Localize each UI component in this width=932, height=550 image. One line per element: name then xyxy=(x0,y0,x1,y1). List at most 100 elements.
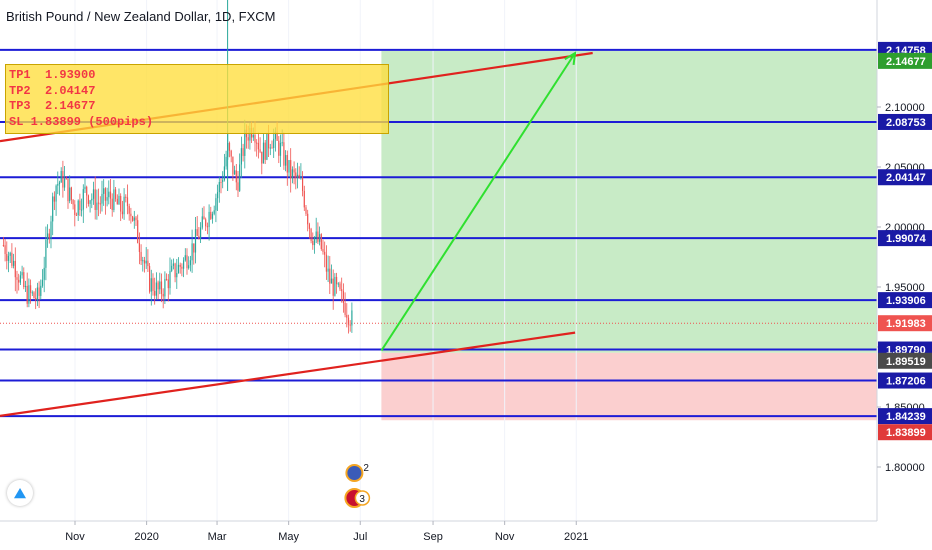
candle-body xyxy=(334,276,336,296)
candle-body xyxy=(16,277,18,280)
stop-loss-zone[interactable] xyxy=(381,352,877,421)
candle-body xyxy=(203,216,205,220)
candle-body xyxy=(310,228,312,241)
tradingview-logo-icon[interactable]: ⛰ xyxy=(7,480,33,506)
candle-body xyxy=(70,187,72,200)
candle-body xyxy=(113,189,115,211)
candle-body xyxy=(145,260,147,264)
candle-body xyxy=(150,278,152,292)
candle-body xyxy=(19,275,21,283)
candle-body xyxy=(23,272,25,288)
target-arrow-head xyxy=(564,51,577,66)
target-arrow[interactable] xyxy=(380,52,576,352)
candle-body xyxy=(41,279,44,286)
candle-body xyxy=(143,260,146,264)
candle-body xyxy=(284,155,287,166)
candle-body xyxy=(281,142,283,144)
candle-body xyxy=(125,196,127,198)
candle-body xyxy=(233,170,236,175)
price-label-blue: 1.87206 xyxy=(886,376,926,388)
candle-body xyxy=(140,251,142,262)
candle-body xyxy=(239,164,241,191)
candle-body xyxy=(198,235,200,239)
candle-body xyxy=(186,255,188,269)
candle-body xyxy=(138,242,140,252)
candle-body xyxy=(242,148,244,156)
price-label-bg xyxy=(878,113,932,130)
annotation-line-sl: SL 1.83899 (500pips) xyxy=(9,114,154,129)
candle-body xyxy=(225,156,227,167)
candle-body xyxy=(91,198,93,201)
event-marker-count: 3 xyxy=(359,494,365,505)
trendline-lower[interactable] xyxy=(0,331,576,417)
earnings-marker-icon[interactable] xyxy=(345,464,364,482)
earnings-marker-count: 2 xyxy=(363,463,369,474)
candle-body xyxy=(67,178,69,202)
candle-body xyxy=(74,204,76,215)
candle-body xyxy=(222,180,224,183)
candle-body xyxy=(11,252,13,266)
candle-body xyxy=(240,148,242,165)
candle-body xyxy=(279,142,282,156)
profit-zone[interactable] xyxy=(381,50,877,353)
candle-body xyxy=(75,214,78,216)
candle-body xyxy=(4,245,6,255)
candle-body xyxy=(237,182,239,191)
candle-body xyxy=(320,234,322,250)
candle-body xyxy=(60,171,62,183)
candle-body xyxy=(346,314,348,318)
candle-body xyxy=(104,188,106,201)
candle-body xyxy=(223,166,225,181)
candle-body xyxy=(317,231,319,242)
candle-body xyxy=(216,192,219,199)
candle-body xyxy=(286,155,288,173)
candle-body xyxy=(220,182,222,184)
candle-body xyxy=(249,128,251,141)
price-label-bg xyxy=(878,315,932,332)
candle-body xyxy=(318,234,321,242)
candle-body xyxy=(211,213,214,219)
candle-body xyxy=(199,227,202,239)
candle-body xyxy=(103,188,105,194)
candle-body xyxy=(179,264,181,267)
candle-body xyxy=(167,279,169,289)
candle-body xyxy=(120,195,122,212)
candle-body xyxy=(206,226,208,228)
candle-body xyxy=(339,283,341,290)
price-label-bg xyxy=(878,408,932,425)
candle-body xyxy=(288,160,290,173)
candle-body xyxy=(152,278,154,291)
candle-body xyxy=(191,243,193,261)
price-label-blue: 1.93906 xyxy=(886,295,926,307)
candle-body xyxy=(247,137,249,141)
candle-body xyxy=(335,276,338,285)
candle-body xyxy=(171,265,173,271)
candle-body xyxy=(230,150,232,157)
candle-body xyxy=(278,140,280,156)
price-label-blue: 2.08753 xyxy=(886,117,926,129)
candle-body xyxy=(157,282,159,290)
candle-body xyxy=(218,182,220,193)
candle-body xyxy=(36,287,38,300)
targets-annotation-box[interactable]: TP1 1.93900 TP2 2.04147 TP3 2.14677 SL 1… xyxy=(5,64,389,134)
candle-body xyxy=(14,260,16,278)
candle-body xyxy=(276,131,278,141)
candle-body xyxy=(58,182,61,185)
candle-body xyxy=(50,221,52,239)
candle-body xyxy=(96,202,98,210)
candle-body xyxy=(261,151,263,164)
candle-body xyxy=(301,177,304,191)
candle-body xyxy=(298,174,300,179)
candle-body xyxy=(266,132,268,160)
candle-body xyxy=(87,195,89,204)
candle-body xyxy=(169,270,171,289)
candle-body xyxy=(48,233,50,239)
candle-body xyxy=(45,239,47,268)
candle-body xyxy=(213,210,215,214)
candle-body xyxy=(293,169,295,173)
x-axis-tick-label: Jul xyxy=(353,531,367,543)
candle-body xyxy=(290,160,292,179)
candle-body xyxy=(77,200,79,216)
annotation-line-tp1: TP1 1.93900 xyxy=(9,68,96,82)
candle-body xyxy=(164,278,166,297)
